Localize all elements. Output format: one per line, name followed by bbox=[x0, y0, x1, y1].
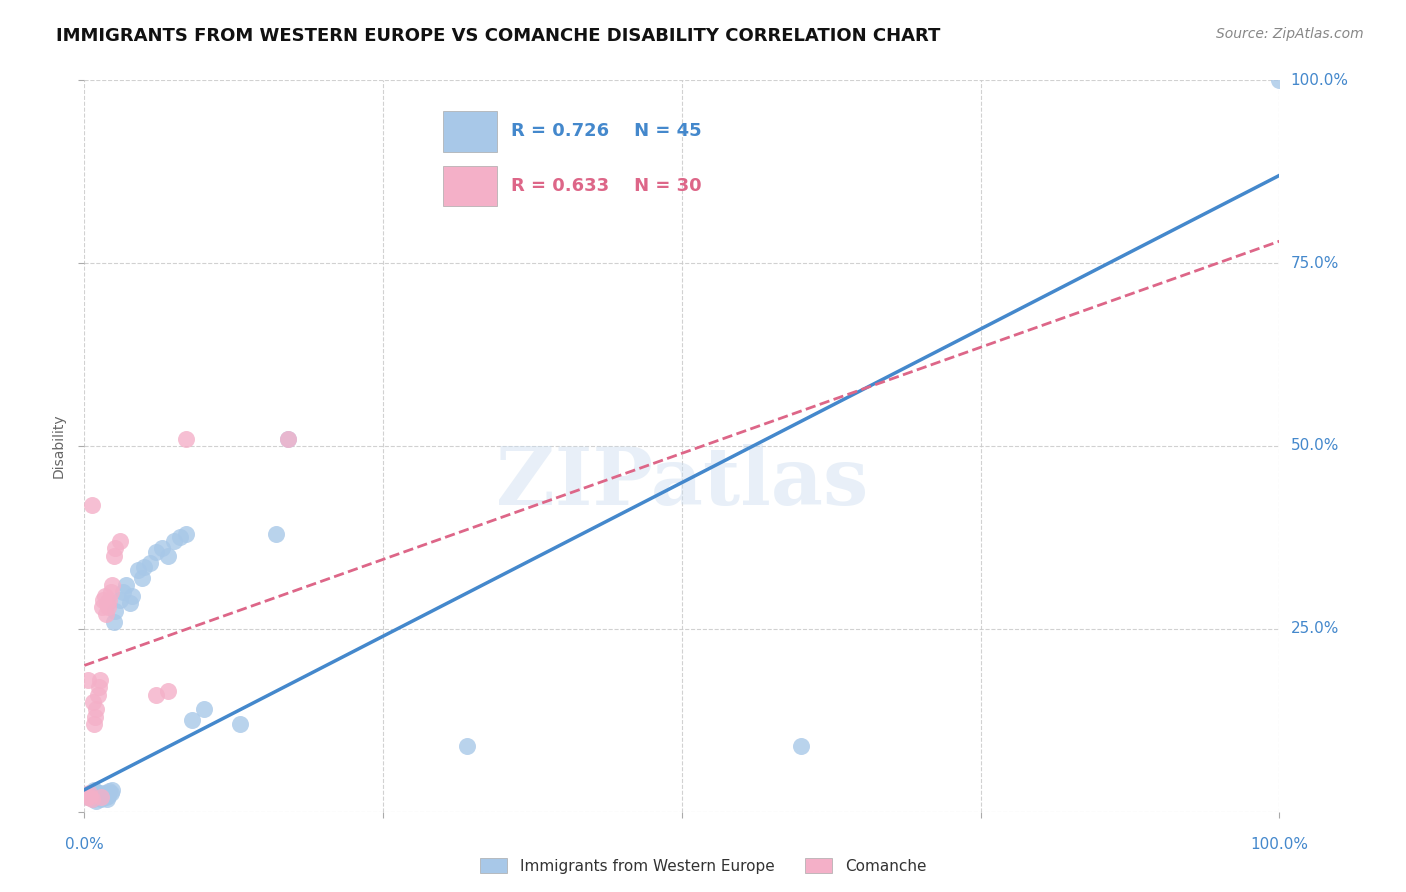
Point bbox=[93, 592, 115, 607]
Point bbox=[91, 599, 114, 614]
Point bbox=[89, 673, 111, 687]
Point bbox=[127, 563, 149, 577]
Point bbox=[193, 702, 215, 716]
Point bbox=[98, 592, 121, 607]
Point bbox=[264, 526, 287, 541]
Point bbox=[76, 790, 98, 805]
Point bbox=[93, 789, 115, 803]
Point bbox=[104, 541, 127, 556]
FancyBboxPatch shape bbox=[443, 166, 496, 206]
Point bbox=[87, 789, 110, 803]
Point bbox=[79, 790, 101, 805]
Point bbox=[1268, 73, 1291, 87]
Point bbox=[103, 615, 125, 629]
Point bbox=[115, 578, 138, 592]
Point bbox=[83, 782, 105, 797]
Point bbox=[110, 592, 132, 607]
Point bbox=[93, 787, 115, 801]
Point bbox=[98, 784, 121, 798]
Text: 25.0%: 25.0% bbox=[1291, 622, 1339, 636]
Point bbox=[163, 534, 186, 549]
Point bbox=[96, 791, 118, 805]
Point bbox=[80, 789, 103, 803]
Text: 50.0%: 50.0% bbox=[1291, 439, 1339, 453]
Point bbox=[93, 589, 115, 603]
Point bbox=[101, 578, 124, 592]
Text: 0.0%: 0.0% bbox=[65, 837, 104, 852]
Point bbox=[157, 549, 180, 563]
Point bbox=[150, 541, 173, 556]
Point bbox=[96, 596, 118, 610]
Point bbox=[110, 534, 132, 549]
Legend: Immigrants from Western Europe, Comanche: Immigrants from Western Europe, Comanche bbox=[474, 852, 932, 880]
Point bbox=[90, 791, 112, 805]
Point bbox=[77, 790, 100, 805]
Point bbox=[101, 782, 124, 797]
Point bbox=[456, 739, 478, 753]
Point bbox=[94, 607, 117, 622]
Point bbox=[77, 673, 100, 687]
Point bbox=[77, 787, 100, 801]
Point bbox=[118, 596, 141, 610]
Text: Source: ZipAtlas.com: Source: ZipAtlas.com bbox=[1216, 27, 1364, 41]
Point bbox=[89, 787, 111, 801]
Point bbox=[84, 784, 107, 798]
Point bbox=[86, 790, 108, 805]
Point bbox=[174, 432, 197, 446]
Point bbox=[139, 556, 162, 570]
Point bbox=[97, 599, 120, 614]
Point bbox=[229, 717, 252, 731]
Point bbox=[90, 790, 112, 805]
Point bbox=[86, 702, 108, 716]
Text: R = 0.633    N = 30: R = 0.633 N = 30 bbox=[510, 178, 702, 195]
Point bbox=[121, 589, 143, 603]
Point bbox=[82, 695, 104, 709]
Text: 75.0%: 75.0% bbox=[1291, 256, 1339, 270]
Point bbox=[132, 559, 156, 574]
Point bbox=[100, 585, 122, 599]
Point bbox=[94, 790, 117, 805]
Point bbox=[86, 794, 108, 808]
FancyBboxPatch shape bbox=[443, 112, 496, 152]
Point bbox=[174, 526, 197, 541]
Point bbox=[91, 790, 114, 805]
Point bbox=[80, 791, 103, 805]
Text: ZIPatlas: ZIPatlas bbox=[496, 443, 868, 522]
Point bbox=[100, 787, 122, 801]
Point bbox=[104, 603, 127, 617]
Y-axis label: Disability: Disability bbox=[52, 414, 66, 478]
Point bbox=[84, 709, 107, 723]
Point bbox=[103, 549, 125, 563]
Point bbox=[86, 688, 108, 702]
Point bbox=[82, 791, 104, 805]
Text: 100.0%: 100.0% bbox=[1250, 837, 1309, 852]
Point bbox=[169, 530, 191, 544]
Point bbox=[790, 739, 813, 753]
Point bbox=[145, 688, 167, 702]
Point bbox=[97, 789, 120, 803]
Point bbox=[277, 432, 299, 446]
Point bbox=[157, 684, 180, 698]
Point bbox=[87, 681, 110, 695]
Text: 100.0%: 100.0% bbox=[1291, 73, 1348, 87]
Point bbox=[80, 498, 103, 512]
Text: R = 0.726    N = 45: R = 0.726 N = 45 bbox=[510, 122, 702, 140]
Point bbox=[83, 717, 105, 731]
Point bbox=[145, 545, 167, 559]
Point bbox=[131, 571, 153, 585]
Text: IMMIGRANTS FROM WESTERN EUROPE VS COMANCHE DISABILITY CORRELATION CHART: IMMIGRANTS FROM WESTERN EUROPE VS COMANC… bbox=[56, 27, 941, 45]
Point bbox=[181, 714, 204, 728]
Point bbox=[79, 787, 101, 801]
Point bbox=[277, 432, 299, 446]
Point bbox=[111, 585, 134, 599]
